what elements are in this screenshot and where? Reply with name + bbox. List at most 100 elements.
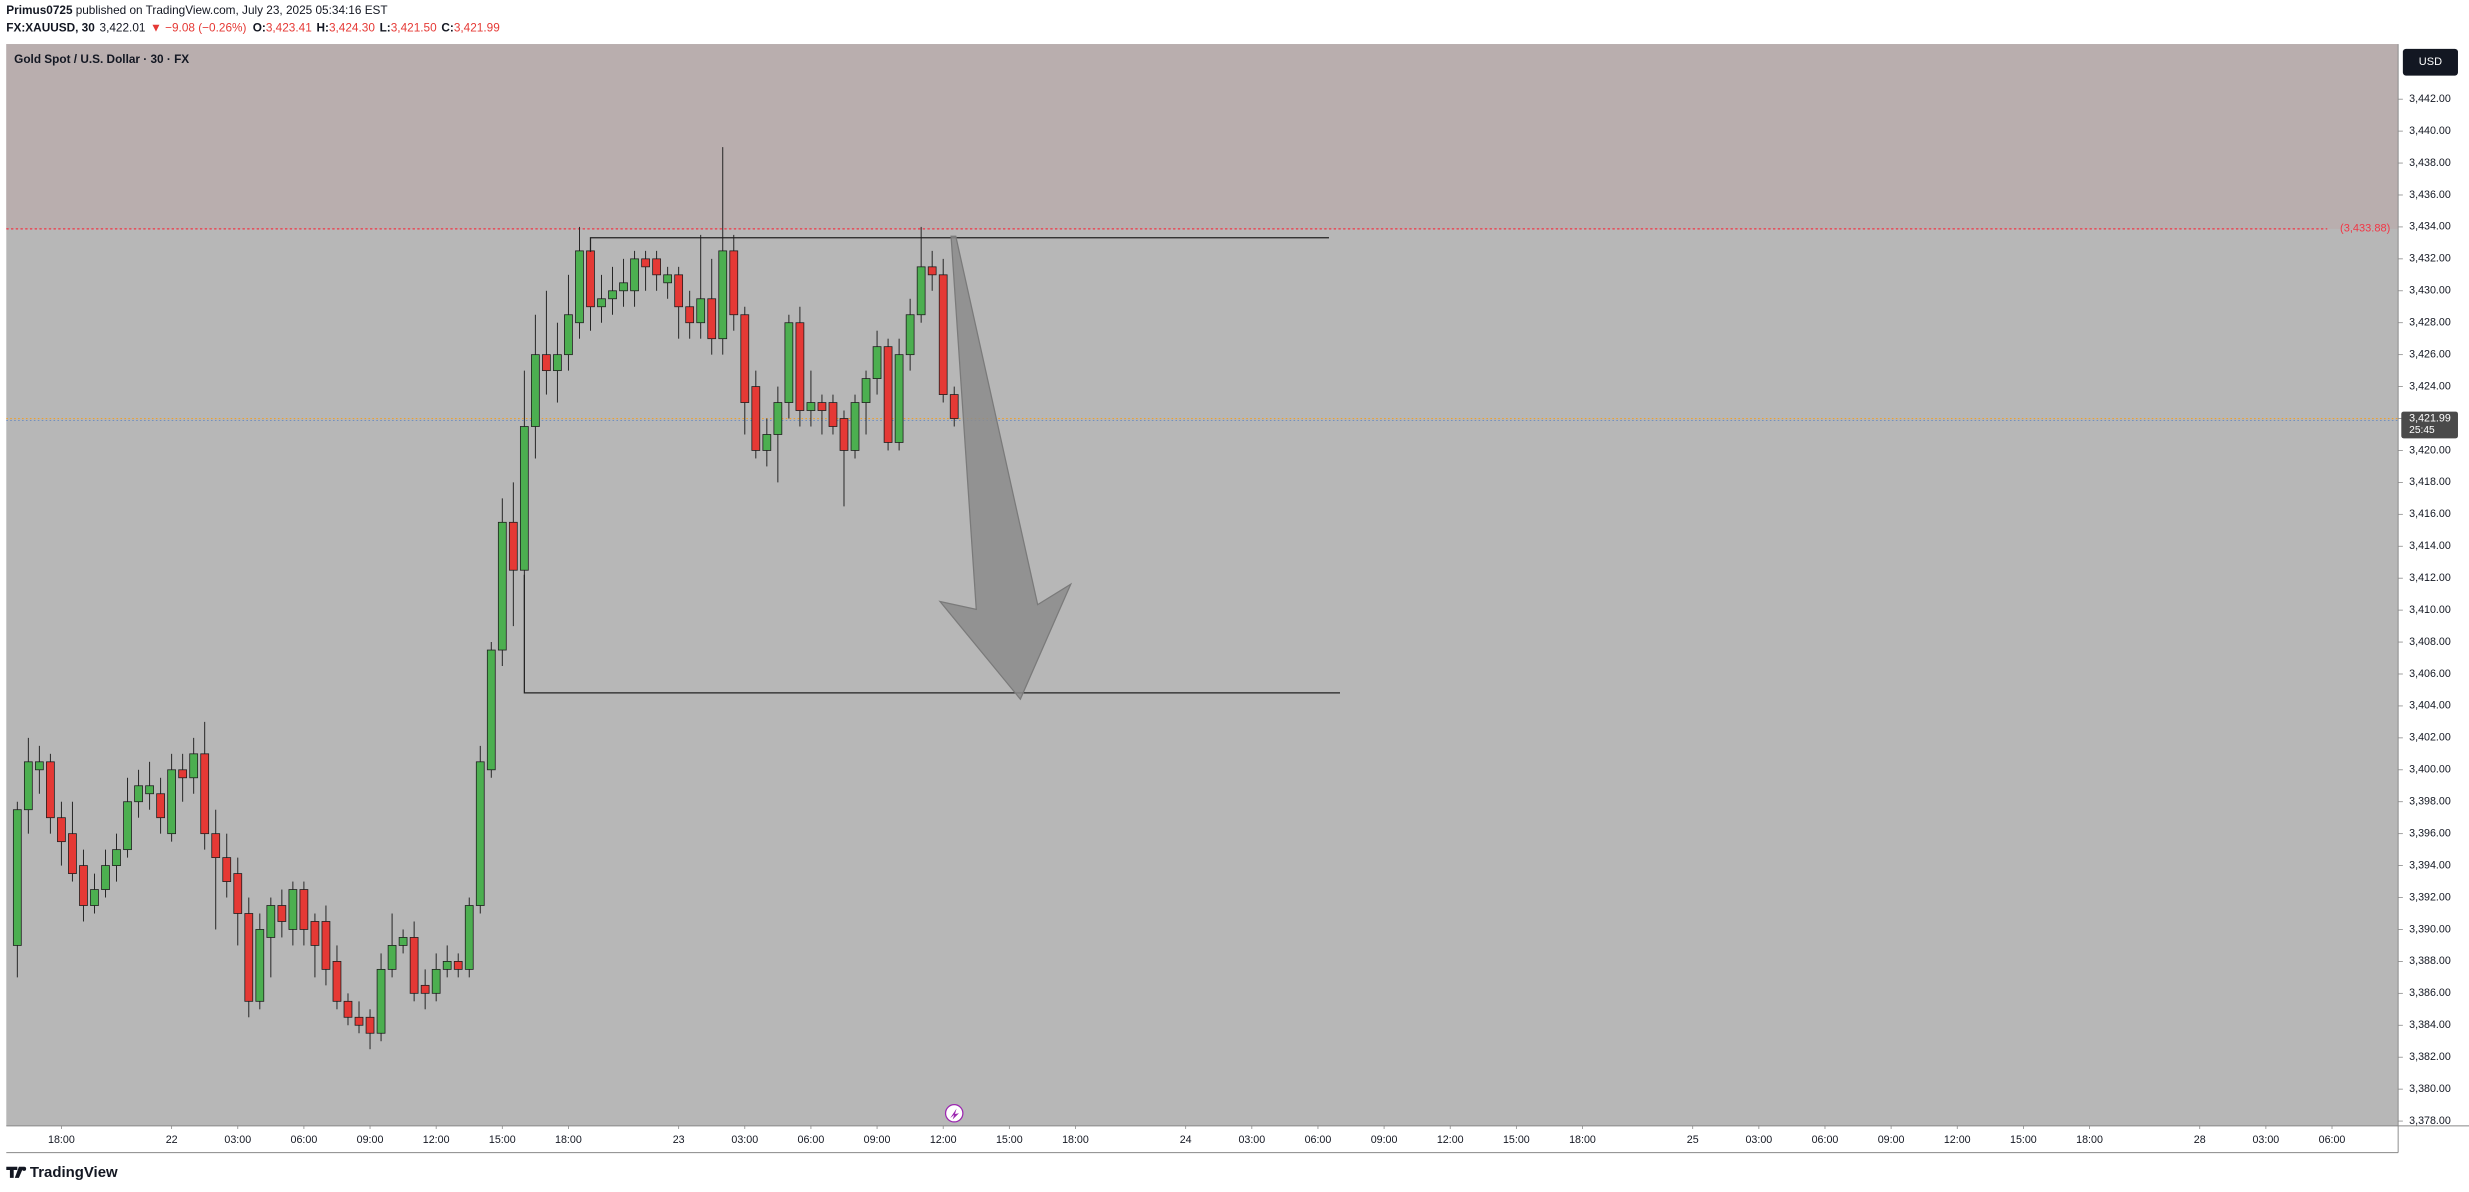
x-tick-label: 18:00 <box>555 1134 582 1146</box>
candle-body <box>519 426 529 571</box>
candle-body <box>784 322 794 403</box>
candle-body <box>442 961 452 970</box>
event-icon-bolt <box>950 1108 959 1120</box>
candle-body <box>431 968 441 994</box>
candle-body <box>35 761 44 771</box>
supply-zone <box>6 44 2399 229</box>
x-tick-label: 03:00 <box>1745 1134 1772 1146</box>
y-tick-label: 3,396.00 <box>2409 827 2451 839</box>
candle-body <box>420 984 430 994</box>
candle-body <box>354 1016 364 1026</box>
candle-body <box>23 761 33 811</box>
x-tick-label: 03:00 <box>224 1134 251 1146</box>
candle-body <box>90 889 99 906</box>
candle-body <box>409 937 419 994</box>
ohlc-key: O: <box>253 20 266 34</box>
x-tick-label: 06:00 <box>1305 1134 1332 1146</box>
x-tick-label: 18:00 <box>2076 1134 2103 1146</box>
candle-body <box>806 402 816 411</box>
candle-body <box>156 793 165 819</box>
x-tick-label: 12:00 <box>1437 1134 1464 1146</box>
drawings <box>523 235 1340 1123</box>
y-tick-label: 3,438.00 <box>2409 157 2451 169</box>
candle-body <box>817 402 827 411</box>
y-tick-label: 3,390.00 <box>2409 923 2451 935</box>
candle-body <box>850 402 860 451</box>
last-price: 3,422.01 <box>100 20 146 34</box>
candle-body <box>475 761 485 906</box>
candle-body <box>101 865 110 890</box>
x-tick-label: 03:00 <box>2252 1134 2279 1146</box>
candle-body <box>255 929 265 1002</box>
y-tick-label: 3,380.00 <box>2409 1083 2451 1095</box>
candle-body <box>134 785 143 803</box>
candle-body <box>575 250 584 324</box>
candle-body <box>916 266 926 316</box>
last-price-tag <box>2401 411 2458 439</box>
candle-body <box>641 258 650 268</box>
candle-body <box>266 905 276 938</box>
x-tick-label: 18:00 <box>1569 1134 1596 1146</box>
change: ▼ −9.08 (−0.26%) <box>150 20 246 34</box>
brand: TradingView <box>30 1164 118 1181</box>
candle-body <box>663 274 672 284</box>
candle-body <box>542 354 551 372</box>
published: published on TradingView.com, July 23, 2… <box>76 3 388 17</box>
brand-logo-dot <box>22 1166 27 1171</box>
y-tick-label: 3,434.00 <box>2409 221 2451 233</box>
y-tick-label: 3,384.00 <box>2409 1019 2451 1031</box>
candle-body <box>200 753 210 835</box>
candle-body <box>233 873 243 914</box>
y-tick-label: 3,406.00 <box>2409 668 2451 680</box>
y-tick-label: 3,428.00 <box>2409 317 2451 329</box>
candle-body <box>839 418 849 451</box>
candle-body <box>905 314 915 356</box>
x-tick-label: 22 <box>166 1134 178 1146</box>
candle-body <box>299 889 309 930</box>
y-tick-label: 3,388.00 <box>2409 955 2451 967</box>
candle-body <box>762 434 772 451</box>
y-tick-label: 3,418.00 <box>2409 476 2451 488</box>
candle-body <box>12 809 22 946</box>
candle-body <box>740 314 750 403</box>
candle-body <box>652 258 661 276</box>
symbol: FX:XAUUSD, 30 <box>6 20 95 34</box>
x-tick-label: 24 <box>1180 1134 1192 1146</box>
x-tick-label: 15:00 <box>1503 1134 1530 1146</box>
x-tick-label: 23 <box>673 1134 685 1146</box>
candle-body <box>376 968 386 1034</box>
y-tick-label: 3,392.00 <box>2409 891 2451 903</box>
candle-body <box>288 889 298 930</box>
x-tick-label: 28 <box>2194 1134 2206 1146</box>
currency: USD <box>2419 56 2442 68</box>
candle-body <box>685 306 695 324</box>
candle-body <box>211 833 221 859</box>
x-tick-label: 03:00 <box>731 1134 758 1146</box>
range-top <box>589 237 1329 252</box>
x-tick-label: 06:00 <box>291 1134 318 1146</box>
x-tick-label: 15:00 <box>489 1134 516 1146</box>
candle-body <box>861 378 871 403</box>
x-tick-label: 25 <box>1687 1134 1699 1146</box>
candle-body <box>508 521 518 571</box>
x-tick-label: 18:00 <box>1062 1134 1089 1146</box>
candle-body <box>387 945 397 970</box>
candle-body <box>674 274 684 308</box>
down-arrow <box>938 235 1073 701</box>
x-tick-label: 18:00 <box>48 1134 75 1146</box>
candle-body <box>464 905 474 970</box>
ohlc-value: 3,421.99 <box>454 20 500 34</box>
candle-body <box>938 274 948 395</box>
y-tick-label: 3,432.00 <box>2409 253 2451 265</box>
candle-body <box>398 937 408 946</box>
candle-body <box>332 961 342 1002</box>
candle-body <box>927 266 937 276</box>
candle-body <box>486 649 496 771</box>
candle-body <box>497 521 507 651</box>
currency-button[interactable] <box>2402 48 2458 76</box>
publisher: Primus0725 <box>6 3 73 17</box>
candle-body <box>68 833 77 874</box>
alert-label: (3,433.88) <box>2340 223 2390 235</box>
ohlc-value: 3,424.30 <box>329 20 375 34</box>
